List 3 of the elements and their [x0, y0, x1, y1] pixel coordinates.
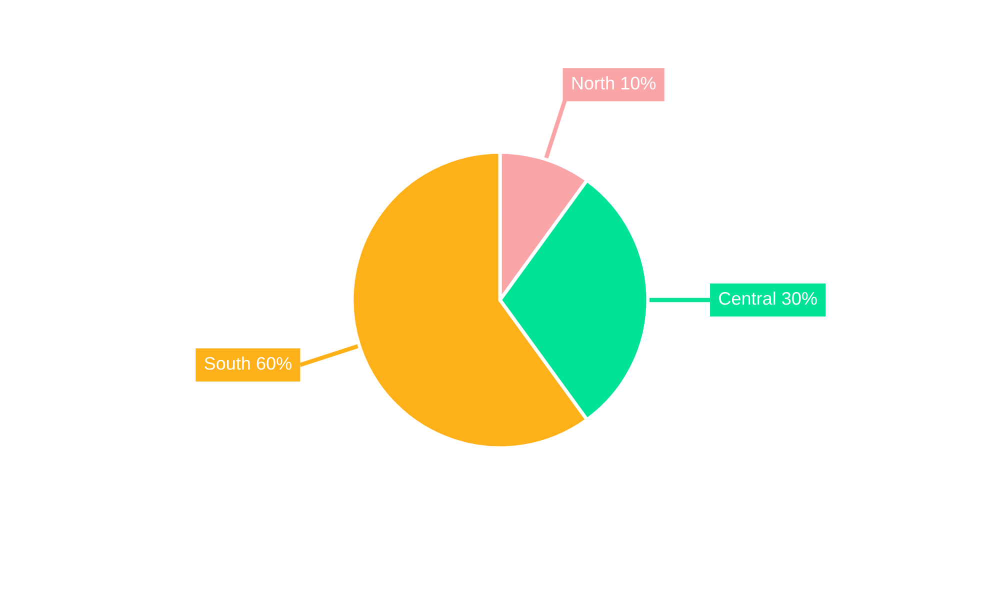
slice-label: South 60% — [204, 356, 292, 370]
slice-label: Central 30% — [719, 292, 817, 305]
slice-label: North 10% — [572, 76, 656, 90]
